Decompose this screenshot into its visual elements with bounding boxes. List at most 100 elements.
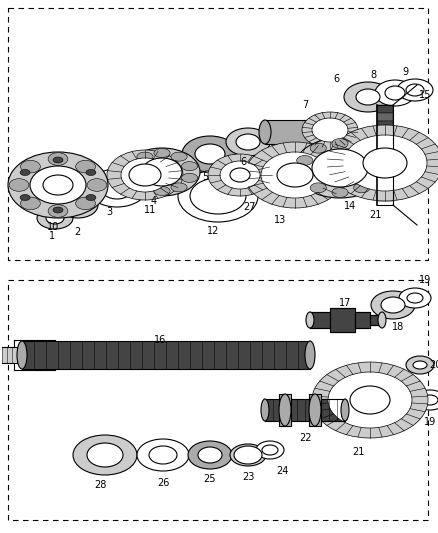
Text: 21: 21 — [352, 447, 364, 457]
Ellipse shape — [21, 160, 40, 173]
Ellipse shape — [37, 207, 73, 229]
Ellipse shape — [87, 179, 107, 191]
Ellipse shape — [234, 446, 262, 464]
Ellipse shape — [256, 441, 284, 459]
Ellipse shape — [236, 134, 260, 150]
Ellipse shape — [422, 395, 438, 405]
Ellipse shape — [367, 156, 383, 165]
Ellipse shape — [142, 158, 182, 186]
Ellipse shape — [126, 161, 142, 171]
Ellipse shape — [129, 164, 161, 186]
Ellipse shape — [43, 175, 73, 195]
Text: 17: 17 — [339, 298, 351, 308]
Text: 19: 19 — [424, 417, 436, 427]
Text: 22: 22 — [299, 433, 311, 443]
Ellipse shape — [302, 112, 358, 148]
Ellipse shape — [353, 143, 370, 153]
Ellipse shape — [343, 135, 427, 191]
Ellipse shape — [356, 89, 380, 105]
Ellipse shape — [208, 154, 272, 196]
Polygon shape — [377, 193, 393, 201]
Ellipse shape — [154, 149, 170, 157]
Ellipse shape — [226, 128, 270, 156]
Text: 26: 26 — [157, 478, 169, 488]
Ellipse shape — [181, 161, 198, 171]
Ellipse shape — [87, 443, 123, 467]
Ellipse shape — [198, 447, 222, 463]
Text: 27: 27 — [244, 202, 256, 212]
Ellipse shape — [137, 152, 153, 161]
Ellipse shape — [230, 444, 266, 466]
Ellipse shape — [332, 188, 348, 197]
Ellipse shape — [171, 183, 187, 192]
Ellipse shape — [8, 152, 108, 218]
Ellipse shape — [375, 80, 415, 106]
Ellipse shape — [86, 169, 96, 175]
Ellipse shape — [407, 293, 423, 303]
Ellipse shape — [86, 195, 96, 200]
Text: 6: 6 — [333, 74, 339, 84]
Ellipse shape — [397, 79, 433, 101]
Ellipse shape — [261, 399, 269, 421]
Text: 14: 14 — [344, 201, 356, 211]
Ellipse shape — [371, 291, 415, 319]
Ellipse shape — [190, 178, 246, 214]
Ellipse shape — [58, 192, 98, 218]
Text: 3: 3 — [106, 207, 112, 217]
Text: 20: 20 — [429, 360, 438, 370]
Text: 11: 11 — [144, 205, 156, 215]
Ellipse shape — [314, 120, 326, 144]
Polygon shape — [355, 312, 370, 328]
Ellipse shape — [312, 362, 428, 438]
Text: 12: 12 — [207, 226, 219, 236]
Ellipse shape — [328, 372, 412, 428]
Ellipse shape — [20, 195, 30, 200]
Ellipse shape — [73, 435, 137, 475]
Ellipse shape — [367, 171, 383, 181]
Text: 2: 2 — [74, 227, 80, 237]
Ellipse shape — [107, 150, 183, 200]
Ellipse shape — [406, 84, 424, 96]
Ellipse shape — [76, 160, 95, 173]
Ellipse shape — [230, 168, 250, 182]
Ellipse shape — [46, 212, 64, 224]
Polygon shape — [309, 394, 321, 426]
Polygon shape — [310, 312, 330, 328]
Ellipse shape — [121, 158, 169, 192]
Ellipse shape — [344, 82, 392, 112]
Ellipse shape — [181, 173, 198, 182]
Ellipse shape — [378, 312, 386, 328]
Ellipse shape — [262, 445, 278, 455]
Ellipse shape — [385, 86, 405, 100]
Ellipse shape — [171, 152, 187, 161]
Ellipse shape — [76, 197, 95, 209]
Text: 4: 4 — [151, 196, 157, 206]
Text: 24: 24 — [276, 466, 288, 476]
Ellipse shape — [53, 207, 63, 213]
Polygon shape — [330, 308, 355, 332]
Ellipse shape — [310, 143, 326, 153]
Ellipse shape — [341, 399, 349, 421]
Polygon shape — [377, 153, 393, 161]
Text: 16: 16 — [154, 335, 166, 345]
Polygon shape — [377, 105, 393, 113]
Ellipse shape — [327, 125, 438, 201]
Ellipse shape — [30, 166, 86, 204]
Ellipse shape — [195, 144, 225, 164]
Ellipse shape — [48, 205, 68, 217]
Polygon shape — [2, 347, 22, 363]
Text: 5: 5 — [202, 172, 208, 182]
Ellipse shape — [413, 361, 427, 369]
Ellipse shape — [154, 187, 170, 196]
Polygon shape — [22, 341, 310, 369]
Ellipse shape — [87, 169, 147, 207]
Ellipse shape — [68, 198, 88, 212]
Ellipse shape — [124, 148, 200, 196]
Polygon shape — [377, 121, 393, 129]
Text: 23: 23 — [242, 472, 254, 482]
Text: 21: 21 — [369, 210, 381, 220]
Polygon shape — [377, 145, 393, 153]
Text: 8: 8 — [370, 70, 376, 80]
Ellipse shape — [48, 152, 68, 165]
Ellipse shape — [406, 356, 434, 374]
